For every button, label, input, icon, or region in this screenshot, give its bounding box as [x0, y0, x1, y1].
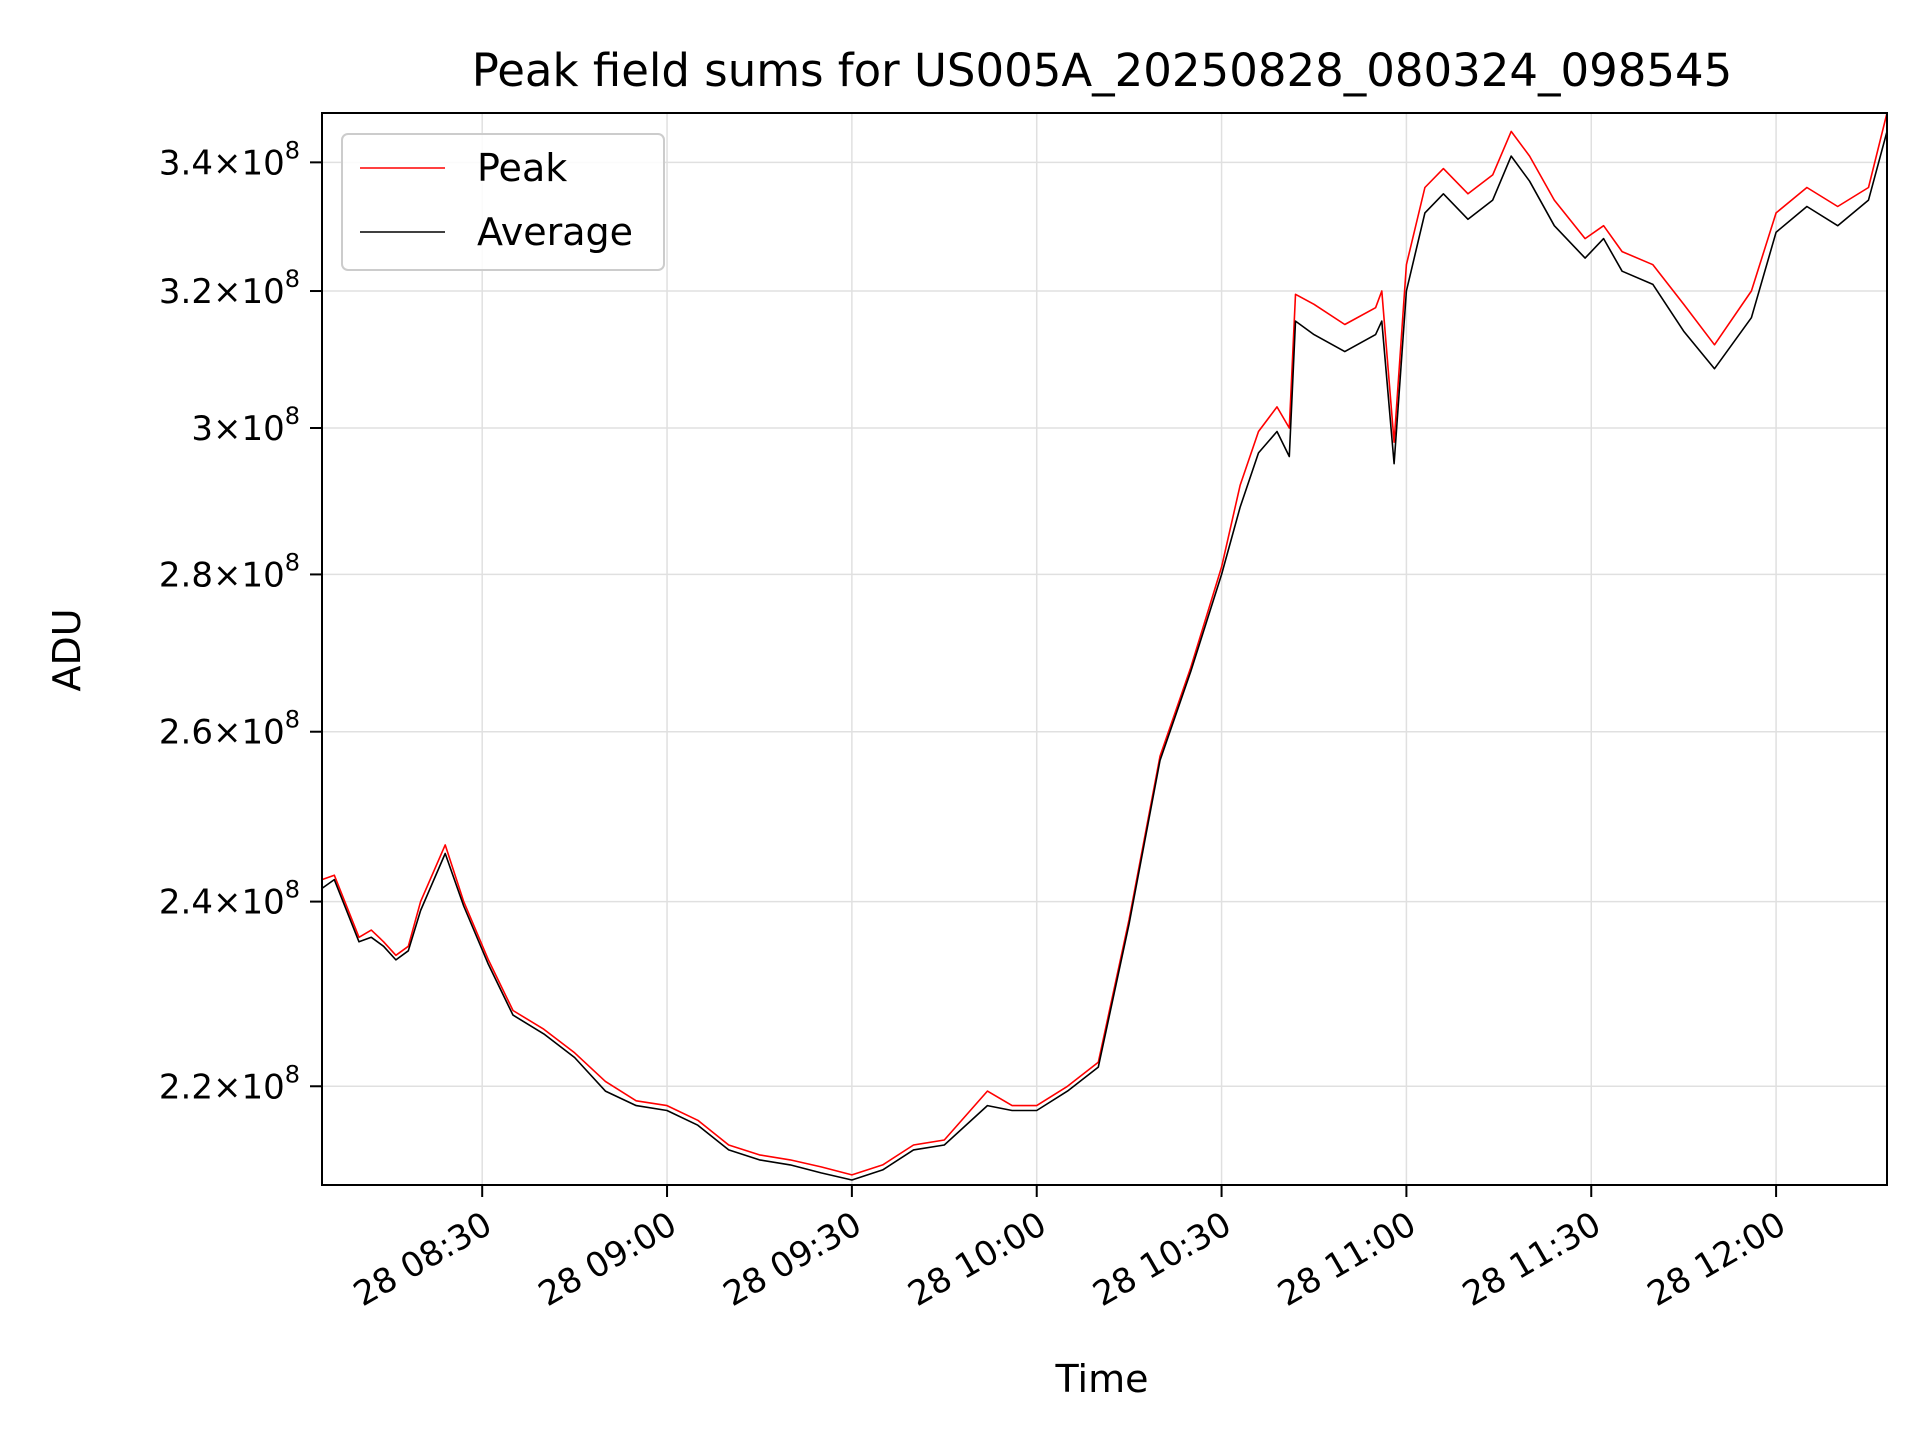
- y-tick-exponent: 8: [285, 548, 300, 576]
- y-tick-label: 2.8×108: [159, 548, 300, 595]
- chart-title: Peak field sums for US005A_20250828_0803…: [472, 44, 1733, 97]
- y-tick-exponent: 8: [285, 1060, 300, 1088]
- y-tick-times: ×10: [213, 555, 285, 595]
- y-tick-times: ×10: [213, 143, 285, 183]
- legend-label-average: Average: [477, 210, 633, 254]
- y-tick-times: ×10: [213, 883, 285, 923]
- series-line-average: [321, 131, 1888, 1181]
- y-axis-label: ADU: [45, 608, 89, 691]
- series-line-peak: [321, 112, 1888, 1176]
- y-tick-exponent: 8: [285, 265, 300, 293]
- y-tick-label: 3.4×108: [159, 136, 300, 183]
- y-axis: 2.2×1082.4×1082.6×1082.8×1083×1083.2×108…: [159, 136, 322, 1107]
- legend-label-peak: Peak: [477, 146, 567, 190]
- y-tick-mantissa: 3.2: [159, 272, 213, 312]
- x-axis-label: Time: [1055, 1357, 1149, 1401]
- y-tick-exponent: 8: [285, 876, 300, 904]
- y-tick-exponent: 8: [285, 402, 300, 430]
- y-tick-label: 3.2×108: [159, 265, 300, 312]
- plot-frame: [321, 112, 1888, 1186]
- y-tick-mantissa: 2.8: [159, 555, 213, 595]
- y-tick-times: ×10: [213, 713, 285, 753]
- y-tick-times: ×10: [213, 272, 285, 312]
- y-tick-mantissa: 2.6: [159, 713, 213, 753]
- y-tick-label: 2.6×108: [159, 706, 300, 753]
- series-lines: [321, 112, 1888, 1181]
- y-tick-label: 3×108: [191, 402, 300, 449]
- y-tick-label: 2.4×108: [159, 876, 300, 923]
- y-tick-mantissa: 2.4: [159, 883, 213, 923]
- y-tick-times: ×10: [213, 409, 285, 449]
- y-tick-times: ×10: [213, 1067, 285, 1107]
- y-tick-exponent: 8: [285, 706, 300, 734]
- y-tick-label: 2.2×108: [159, 1060, 300, 1107]
- y-tick-exponent: 8: [285, 136, 300, 164]
- y-tick-mantissa: 3.4: [159, 143, 213, 183]
- y-tick-mantissa: 2.2: [159, 1067, 213, 1107]
- grid-lines: [322, 113, 1887, 1185]
- legend: Peak Average: [341, 133, 665, 271]
- y-tick-mantissa: 3: [191, 409, 213, 449]
